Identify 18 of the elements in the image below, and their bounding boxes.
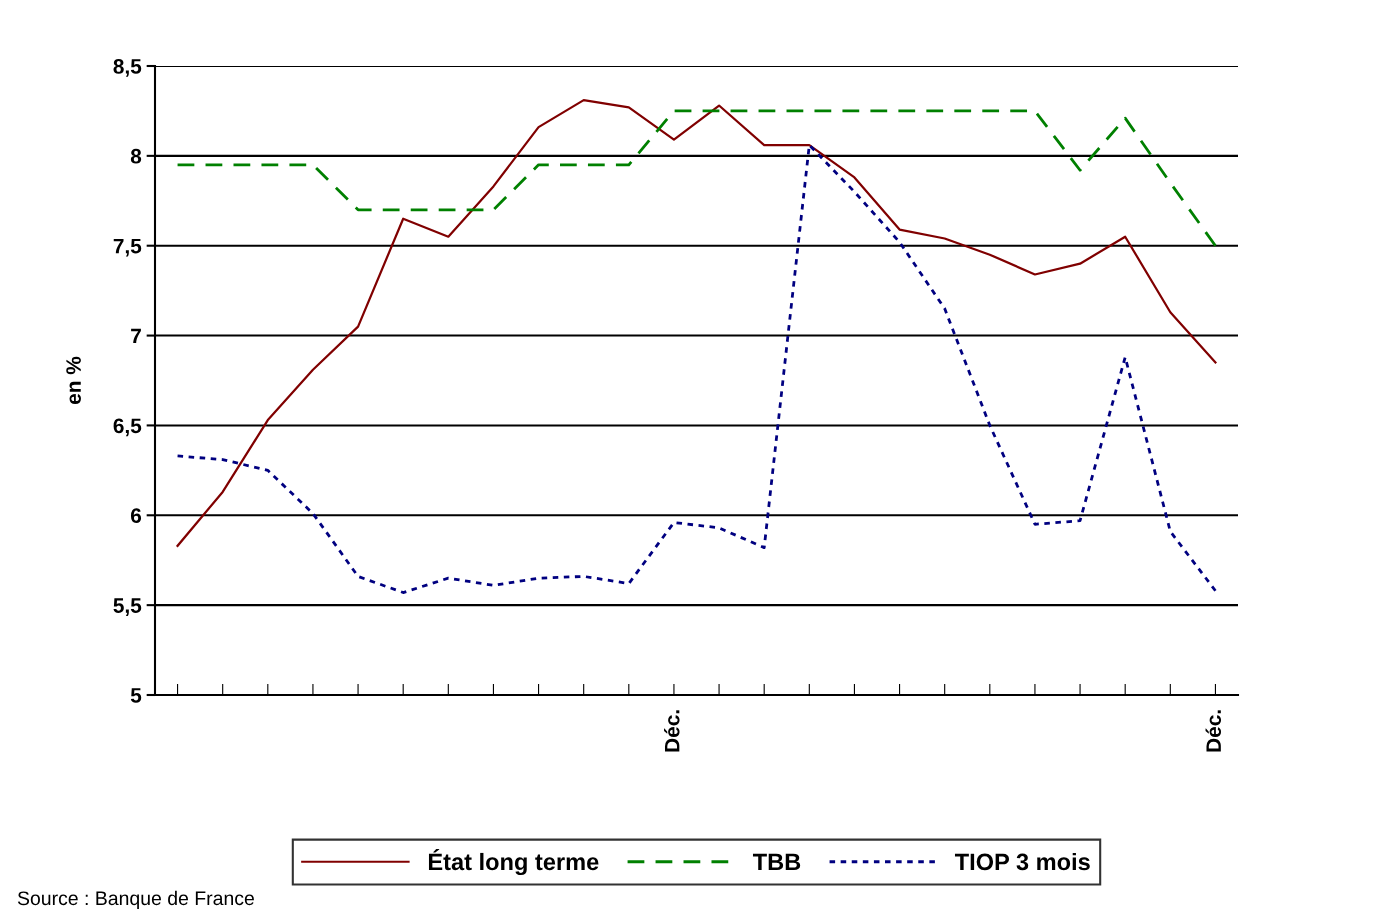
line-series: [176, 143, 1217, 594]
y-tick-label: 6: [130, 508, 142, 524]
y-tick-label: 7: [131, 328, 141, 344]
source-note: Source : Banque de France: [17, 890, 254, 909]
line-series: [176, 99, 1217, 547]
legend-label: État long terme: [428, 849, 599, 876]
x-tick-label: Déc.: [664, 710, 680, 752]
legend-label: TBB: [752, 853, 801, 871]
y-tick-label: 5,5: [113, 598, 142, 616]
y-tick-label: 7,5: [113, 238, 142, 257]
y-tick-label: 8: [130, 148, 142, 164]
y-tick-label: 5: [130, 688, 142, 703]
y-axis-title: en %: [66, 356, 81, 404]
y-tick-label: 8,5: [113, 59, 142, 77]
legend-label: TIOP 3 mois: [954, 852, 1090, 871]
y-tick-label: 6,5: [113, 418, 142, 437]
x-tick-label: Déc.: [1205, 710, 1222, 752]
line-series: [176, 109, 1217, 248]
